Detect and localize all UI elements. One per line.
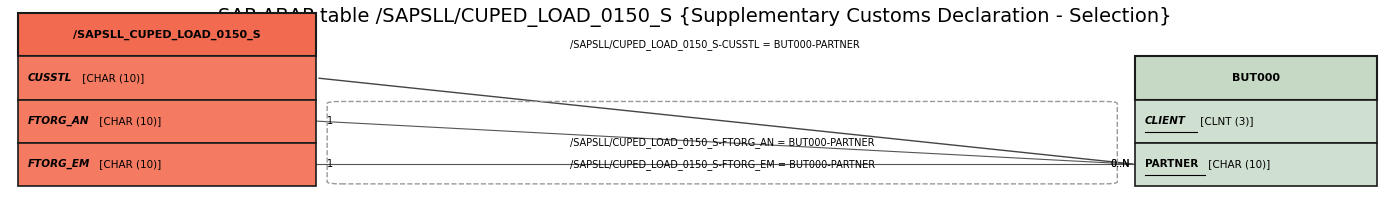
Text: 1: 1 bbox=[328, 116, 333, 126]
Text: [CHAR (10)]: [CHAR (10)] bbox=[96, 159, 161, 169]
FancyBboxPatch shape bbox=[18, 100, 317, 143]
FancyBboxPatch shape bbox=[18, 56, 317, 100]
FancyBboxPatch shape bbox=[18, 143, 317, 186]
FancyBboxPatch shape bbox=[1135, 56, 1376, 100]
Text: FTORG_AN: FTORG_AN bbox=[28, 116, 89, 126]
FancyBboxPatch shape bbox=[1135, 100, 1376, 143]
Text: [CLNT (3)]: [CLNT (3)] bbox=[1196, 116, 1253, 126]
Text: CUSSTL: CUSSTL bbox=[28, 73, 72, 83]
FancyBboxPatch shape bbox=[1135, 143, 1376, 186]
Text: [CHAR (10)]: [CHAR (10)] bbox=[79, 73, 144, 83]
Text: 0..N: 0..N bbox=[1110, 159, 1129, 169]
Text: [CHAR (10)]: [CHAR (10)] bbox=[1206, 159, 1271, 169]
Text: 0..N: 0..N bbox=[1110, 159, 1129, 169]
Text: /SAPSLL_CUPED_LOAD_0150_S: /SAPSLL_CUPED_LOAD_0150_S bbox=[74, 30, 261, 40]
Text: CLIENT: CLIENT bbox=[1145, 116, 1186, 126]
FancyBboxPatch shape bbox=[18, 13, 317, 56]
Text: /SAPSLL/CUPED_LOAD_0150_S-CUSSTL = BUT000-PARTNER: /SAPSLL/CUPED_LOAD_0150_S-CUSSTL = BUT00… bbox=[571, 39, 860, 50]
Text: FTORG_EM: FTORG_EM bbox=[28, 159, 90, 169]
Text: 1: 1 bbox=[328, 159, 333, 169]
Text: /SAPSLL/CUPED_LOAD_0150_S-FTORG_EM = BUT000-PARTNER: /SAPSLL/CUPED_LOAD_0150_S-FTORG_EM = BUT… bbox=[569, 159, 875, 170]
Text: PARTNER: PARTNER bbox=[1145, 159, 1199, 169]
Text: /SAPSLL/CUPED_LOAD_0150_S-FTORG_AN = BUT000-PARTNER: /SAPSLL/CUPED_LOAD_0150_S-FTORG_AN = BUT… bbox=[569, 137, 875, 148]
Text: SAP ABAP table /SAPSLL/CUPED_LOAD_0150_S {Supplementary Customs Declaration - Se: SAP ABAP table /SAPSLL/CUPED_LOAD_0150_S… bbox=[218, 7, 1171, 27]
Text: [CHAR (10)]: [CHAR (10)] bbox=[96, 116, 161, 126]
Text: BUT000: BUT000 bbox=[1232, 73, 1279, 83]
